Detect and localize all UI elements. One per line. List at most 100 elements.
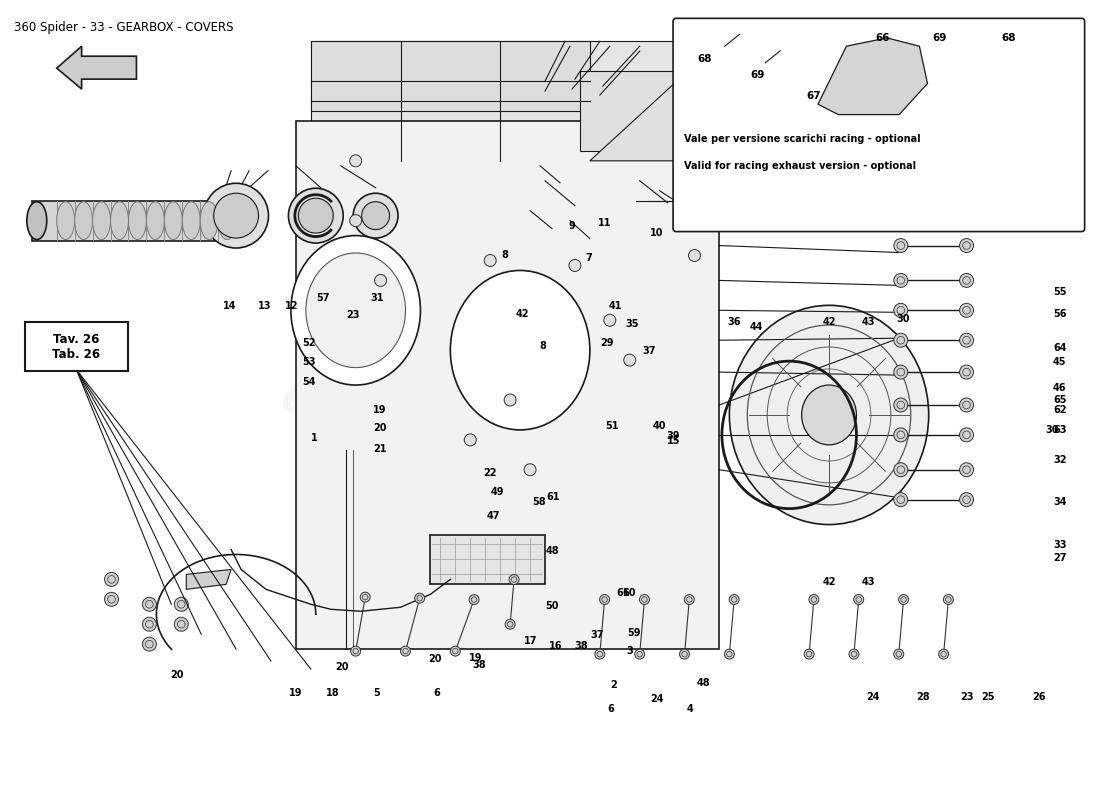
Ellipse shape — [92, 202, 110, 239]
Text: 37: 37 — [591, 630, 604, 640]
Polygon shape — [430, 534, 544, 584]
Ellipse shape — [298, 198, 333, 233]
Text: 32: 32 — [1053, 454, 1067, 465]
Ellipse shape — [604, 314, 616, 326]
Text: 6: 6 — [433, 688, 440, 698]
Text: 38: 38 — [472, 660, 485, 670]
Text: 19: 19 — [289, 687, 302, 698]
Text: 69: 69 — [750, 70, 764, 80]
Ellipse shape — [306, 253, 406, 368]
Ellipse shape — [894, 174, 908, 188]
Text: 47: 47 — [486, 510, 499, 521]
Ellipse shape — [944, 594, 954, 605]
Text: 20: 20 — [336, 662, 349, 672]
Text: 26: 26 — [1032, 691, 1046, 702]
Ellipse shape — [57, 202, 75, 239]
Text: 25: 25 — [981, 691, 996, 702]
FancyBboxPatch shape — [25, 322, 128, 370]
Ellipse shape — [464, 434, 476, 446]
Ellipse shape — [802, 385, 857, 445]
Text: Valid for racing exhaust version - optional: Valid for racing exhaust version - optio… — [684, 162, 916, 171]
Ellipse shape — [164, 202, 183, 239]
Ellipse shape — [350, 214, 362, 226]
Text: 43: 43 — [861, 317, 875, 327]
Ellipse shape — [639, 594, 649, 605]
Ellipse shape — [938, 649, 948, 659]
Ellipse shape — [146, 202, 164, 239]
Text: 36: 36 — [727, 317, 741, 327]
Text: 50: 50 — [546, 601, 559, 610]
Text: 44: 44 — [749, 322, 762, 332]
Ellipse shape — [110, 202, 129, 239]
Ellipse shape — [718, 42, 730, 51]
Ellipse shape — [142, 637, 156, 651]
Ellipse shape — [204, 183, 268, 248]
Text: 19: 19 — [469, 653, 482, 662]
Ellipse shape — [142, 618, 156, 631]
Text: 19: 19 — [373, 405, 387, 414]
Ellipse shape — [350, 155, 362, 167]
Ellipse shape — [635, 649, 645, 659]
Text: 9: 9 — [569, 222, 575, 231]
Ellipse shape — [415, 594, 425, 603]
Text: eurospare.com: eurospare.com — [280, 378, 656, 422]
Text: 38: 38 — [574, 641, 587, 650]
Text: 2: 2 — [610, 681, 617, 690]
Text: 11: 11 — [598, 218, 612, 228]
Text: Vale per versione scarichi racing - optional: Vale per versione scarichi racing - opti… — [684, 134, 921, 145]
Text: 8: 8 — [539, 341, 546, 350]
Ellipse shape — [959, 462, 974, 477]
Ellipse shape — [689, 250, 701, 262]
Ellipse shape — [808, 594, 818, 605]
Text: 33: 33 — [1053, 540, 1067, 550]
Ellipse shape — [569, 259, 581, 271]
Text: 48: 48 — [696, 678, 711, 688]
Text: 23: 23 — [345, 310, 360, 320]
Text: 39: 39 — [666, 431, 680, 441]
Ellipse shape — [959, 493, 974, 506]
Ellipse shape — [729, 594, 739, 605]
Ellipse shape — [849, 649, 859, 659]
Text: 16: 16 — [549, 641, 562, 650]
Text: 1: 1 — [311, 434, 318, 443]
Ellipse shape — [174, 618, 188, 631]
Ellipse shape — [988, 37, 998, 47]
Ellipse shape — [959, 204, 974, 218]
Ellipse shape — [959, 238, 974, 253]
Ellipse shape — [959, 398, 974, 412]
Ellipse shape — [894, 462, 908, 477]
Ellipse shape — [680, 649, 690, 659]
Ellipse shape — [375, 274, 386, 286]
Ellipse shape — [894, 649, 904, 659]
Text: 41: 41 — [609, 301, 623, 311]
Text: 64: 64 — [1053, 343, 1067, 353]
Text: 69: 69 — [933, 33, 947, 43]
Text: 42: 42 — [823, 577, 836, 586]
Text: 14: 14 — [223, 301, 236, 311]
Text: 67: 67 — [806, 91, 822, 101]
Ellipse shape — [624, 354, 636, 366]
Text: 20: 20 — [170, 670, 184, 680]
Text: 59: 59 — [628, 628, 641, 638]
Ellipse shape — [959, 428, 974, 442]
Text: 31: 31 — [370, 293, 384, 303]
Ellipse shape — [804, 649, 814, 659]
Text: 27: 27 — [1053, 553, 1067, 563]
Text: 23: 23 — [960, 691, 974, 702]
Text: 20: 20 — [373, 423, 387, 433]
Ellipse shape — [894, 238, 908, 253]
Text: 54: 54 — [302, 378, 316, 387]
Text: 45: 45 — [1053, 357, 1067, 366]
Text: 10: 10 — [650, 227, 663, 238]
Text: 30: 30 — [1045, 426, 1059, 435]
Ellipse shape — [75, 202, 92, 239]
Ellipse shape — [400, 646, 410, 656]
FancyBboxPatch shape — [311, 42, 590, 111]
Ellipse shape — [218, 202, 236, 239]
FancyBboxPatch shape — [673, 18, 1085, 231]
Text: 60: 60 — [623, 588, 636, 598]
Ellipse shape — [104, 592, 119, 606]
Ellipse shape — [504, 394, 516, 406]
Ellipse shape — [183, 202, 200, 239]
Ellipse shape — [174, 598, 188, 611]
